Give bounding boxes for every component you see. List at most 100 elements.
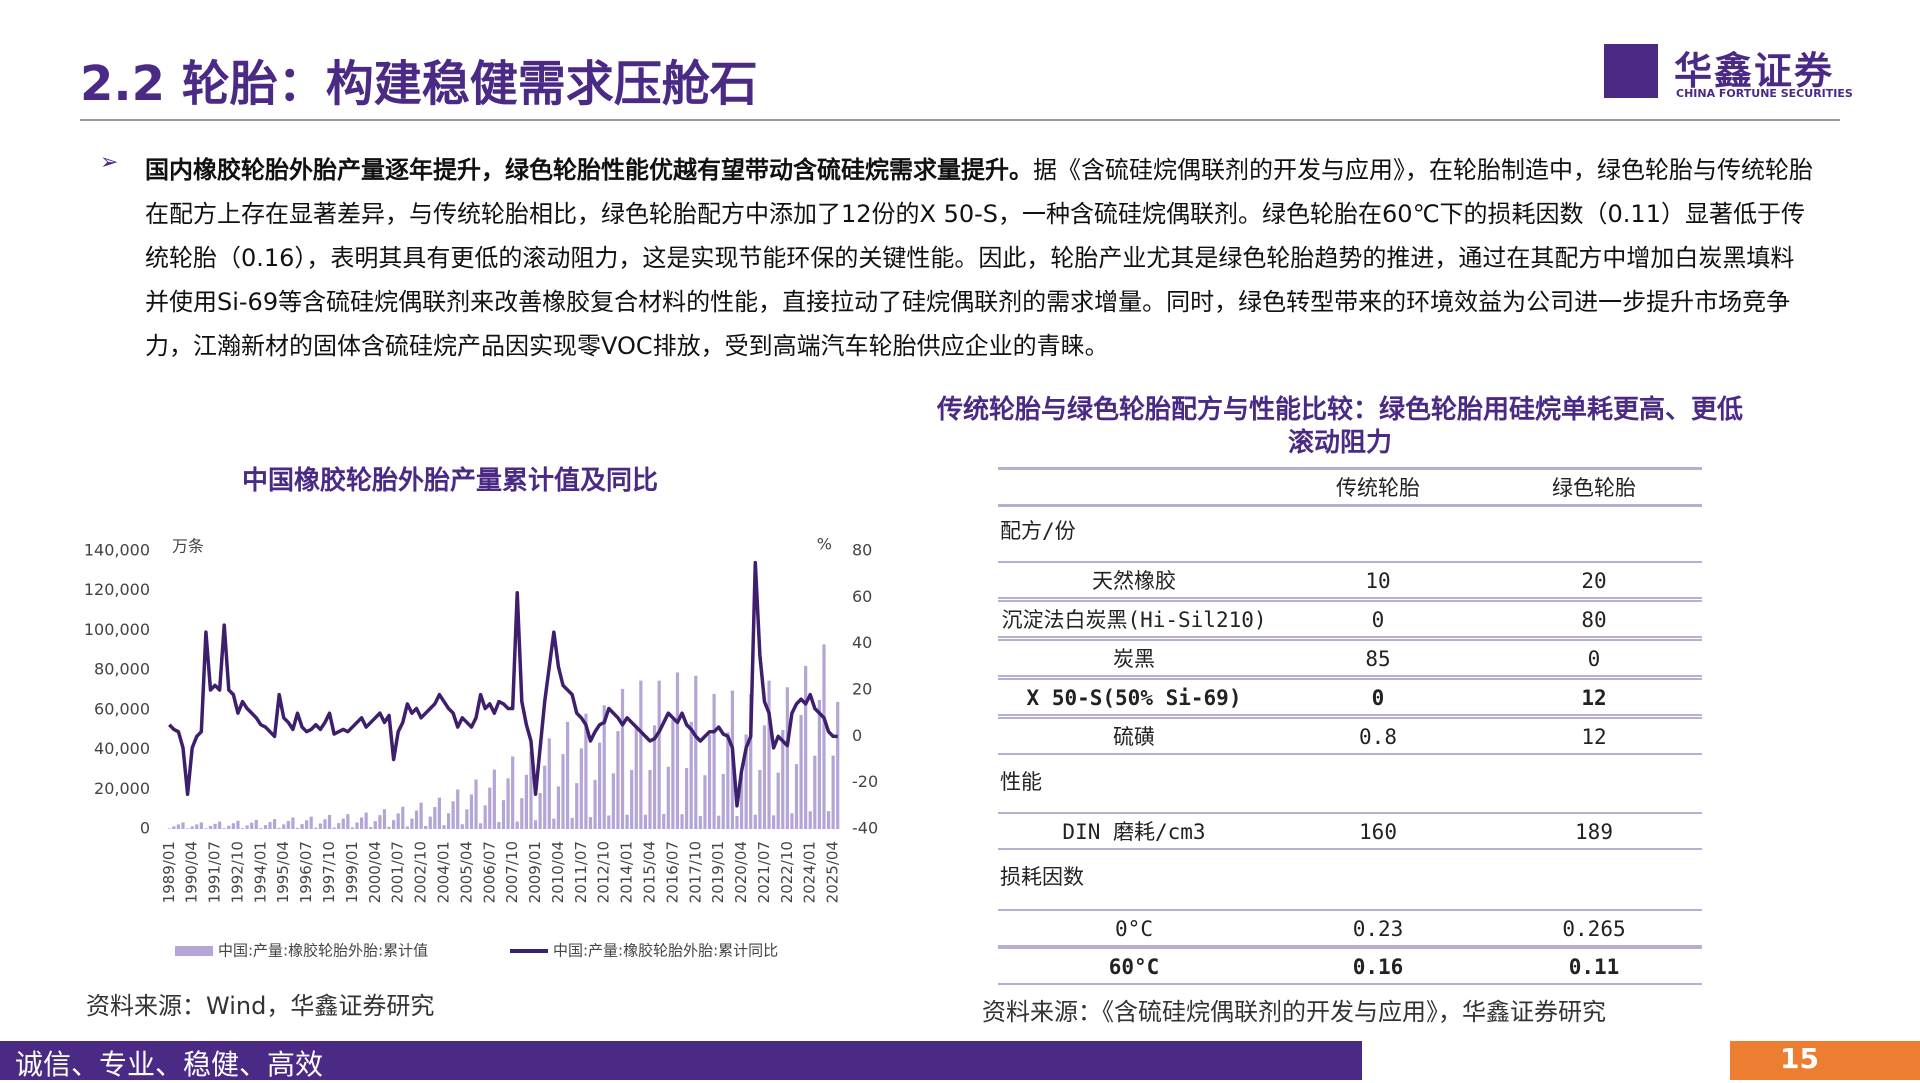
table-row: 60°C 0.16 0.11 bbox=[998, 947, 1702, 985]
bar bbox=[305, 820, 309, 829]
bar bbox=[749, 693, 753, 829]
table-cell: 0.16 bbox=[1352, 955, 1404, 979]
table-row: DIN 磨耗/cm3 160 189 bbox=[998, 812, 1702, 850]
x-tick-label: 2005/04 bbox=[457, 841, 475, 903]
y-tick-label: 60,000 bbox=[94, 699, 150, 718]
bar bbox=[213, 823, 217, 829]
bar bbox=[446, 813, 451, 829]
bar bbox=[717, 815, 721, 829]
bar bbox=[492, 769, 496, 829]
x-tick-label: 2019/01 bbox=[709, 841, 727, 903]
bar bbox=[772, 815, 776, 829]
bar bbox=[616, 731, 620, 829]
bar bbox=[593, 779, 597, 829]
y-tick-label: 40,000 bbox=[94, 739, 150, 758]
x-tick-label: 1989/01 bbox=[160, 841, 178, 903]
bar bbox=[488, 787, 492, 829]
bar bbox=[369, 827, 373, 829]
x-tick-label: 2024/01 bbox=[801, 841, 819, 903]
source: 资料来源：《含硫硅烷偶联剂的开发与应用》，华鑫证券研究 bbox=[982, 998, 1606, 1026]
bar bbox=[552, 818, 556, 829]
bar bbox=[543, 765, 547, 829]
bar bbox=[666, 766, 670, 829]
bar bbox=[565, 721, 570, 829]
y-tick-label: 140,000 bbox=[84, 541, 150, 560]
bar bbox=[332, 827, 336, 829]
y-tick-label: 80,000 bbox=[94, 660, 150, 679]
bar bbox=[410, 818, 414, 829]
table-cell: 天然橡胶 bbox=[1092, 569, 1176, 593]
y2-axis-unit: % bbox=[817, 535, 832, 554]
table-row: 天然橡胶 10 20 bbox=[998, 561, 1702, 599]
table-cell: 20 bbox=[1581, 569, 1607, 593]
bar bbox=[817, 700, 822, 829]
body-text: 据《含硫硅烷偶联剂的开发与应用》，在轮胎制造中，绿色轮胎与传统轮胎在配方上存在显… bbox=[145, 156, 1813, 360]
bar bbox=[584, 713, 588, 829]
bar bbox=[753, 814, 757, 829]
table-cell: 0 bbox=[1371, 608, 1385, 632]
table-row: 沉淀法白炭黑(Hi-Sil210) 0 80 bbox=[998, 600, 1702, 638]
table-cell: 沉淀法白炭黑(Hi-Sil210) bbox=[1001, 608, 1267, 632]
bar bbox=[227, 825, 231, 829]
bar bbox=[625, 814, 629, 829]
bar bbox=[268, 822, 272, 829]
x-tick-label: 1999/01 bbox=[343, 841, 361, 903]
bar bbox=[263, 825, 268, 829]
legend-label: 中国:产量:橡胶轮胎外胎:累计值 bbox=[218, 942, 428, 960]
bar bbox=[785, 687, 789, 829]
line bbox=[168, 560, 838, 808]
table-cell: 0 bbox=[1587, 647, 1601, 671]
x-tick-label: 2017/10 bbox=[686, 841, 704, 903]
bar bbox=[735, 815, 739, 829]
table-cell: 85 bbox=[1365, 647, 1391, 671]
bar bbox=[382, 809, 387, 829]
y-axis-unit: 万条 bbox=[172, 537, 204, 556]
bar bbox=[172, 826, 176, 829]
table-row: 炭黑 85 0 bbox=[998, 639, 1702, 677]
bar bbox=[744, 734, 748, 829]
y-tick-label: 100,000 bbox=[84, 620, 150, 639]
bar bbox=[424, 825, 428, 829]
bar bbox=[831, 755, 835, 829]
table-cell: 0 bbox=[1371, 686, 1385, 710]
bar bbox=[538, 792, 542, 829]
x-tick-label: 2001/07 bbox=[389, 841, 407, 903]
bar bbox=[501, 800, 506, 829]
bar bbox=[474, 779, 478, 829]
y2-tick-label: 80 bbox=[852, 541, 872, 560]
bar bbox=[497, 822, 501, 829]
bar bbox=[515, 821, 519, 829]
logo-subtext: CHINA FORTUNE SECURITIES bbox=[1676, 87, 1853, 100]
bar bbox=[529, 751, 533, 829]
bar bbox=[442, 825, 446, 829]
bar bbox=[309, 816, 313, 829]
bar bbox=[405, 826, 409, 829]
x-tick-label: 2016/07 bbox=[663, 841, 681, 903]
x-tick-label: 2021/07 bbox=[755, 841, 773, 903]
bar bbox=[680, 814, 684, 829]
bar bbox=[533, 820, 538, 829]
footer-slogan: 诚信、专业、稳健、高效 bbox=[15, 1048, 324, 1081]
table-cell: 配方/份 bbox=[1000, 519, 1076, 543]
x-tick-label: 2004/01 bbox=[434, 841, 452, 903]
x-tick-label: 2015/04 bbox=[641, 841, 659, 903]
x-tick-label: 1995/04 bbox=[274, 841, 292, 903]
bar bbox=[254, 819, 258, 829]
table-cell: DIN 磨耗/cm3 bbox=[1062, 820, 1206, 844]
y-tick-label: 0 bbox=[140, 819, 150, 838]
y2-tick-label: 40 bbox=[852, 633, 872, 652]
x-tick-label: 2011/07 bbox=[572, 841, 590, 903]
bar bbox=[767, 680, 771, 829]
table-cell: 0.265 bbox=[1562, 917, 1626, 941]
bar bbox=[401, 806, 405, 829]
x-tick-label: 2006/07 bbox=[480, 841, 498, 903]
bar bbox=[483, 805, 487, 829]
bar bbox=[460, 824, 464, 829]
table-cell: 0.8 bbox=[1359, 725, 1397, 749]
legend-swatch bbox=[175, 946, 213, 956]
bar bbox=[799, 714, 803, 829]
bar bbox=[836, 701, 840, 829]
bar bbox=[259, 828, 263, 829]
bar bbox=[451, 801, 455, 829]
bar bbox=[652, 725, 657, 829]
